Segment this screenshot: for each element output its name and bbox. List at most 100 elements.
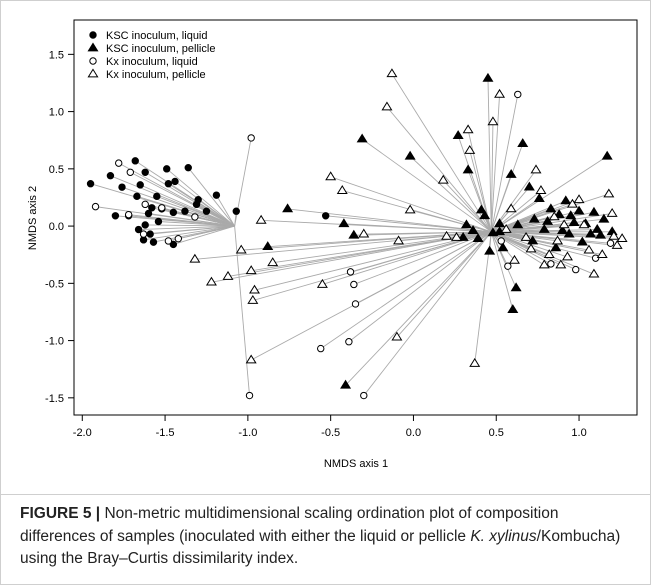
connector-line bbox=[320, 231, 492, 349]
y-tick-label: 0.5 bbox=[49, 164, 64, 176]
point-open-circle bbox=[164, 237, 173, 245]
caption-taxon: K. xylinus bbox=[470, 527, 537, 545]
data-points bbox=[86, 68, 628, 400]
point-open-triangle bbox=[487, 116, 499, 126]
connector-line bbox=[490, 231, 514, 310]
connector-line bbox=[363, 231, 492, 396]
legend-marker-filled-circle bbox=[89, 31, 97, 39]
point-open-circle bbox=[350, 280, 358, 289]
legend-label: KSC inoculum, liquid bbox=[106, 30, 208, 42]
point-filled-triangle bbox=[588, 206, 600, 216]
y-axis: 1.5 1.0 0.5 0.0 -0.5 -1.0 -1.5 bbox=[45, 49, 74, 405]
point-open-triangle bbox=[255, 214, 267, 224]
point-open-triangle bbox=[245, 265, 257, 275]
legend-marker-open-circle bbox=[89, 57, 97, 65]
point-filled-triangle bbox=[452, 130, 464, 139]
point-filled-triangle bbox=[556, 225, 568, 235]
point-filled-triangle bbox=[585, 228, 597, 238]
connector-line bbox=[250, 231, 492, 361]
point-open-triangle bbox=[616, 233, 628, 243]
point-filled-triangle bbox=[563, 228, 575, 238]
connector-line bbox=[491, 231, 562, 266]
point-filled-triangle bbox=[595, 229, 607, 239]
point-filled-circle bbox=[111, 212, 120, 220]
point-open-circle bbox=[346, 268, 355, 276]
connector-line bbox=[130, 171, 235, 227]
point-filled-circle bbox=[86, 180, 95, 188]
point-open-triangle bbox=[381, 101, 393, 111]
connector-line bbox=[491, 231, 552, 265]
point-filled-circle bbox=[131, 157, 139, 165]
point-filled-triangle bbox=[338, 218, 350, 228]
point-open-circle bbox=[606, 239, 615, 247]
point-filled-triangle bbox=[553, 209, 565, 218]
point-open-triangle bbox=[520, 231, 532, 241]
connector-line bbox=[168, 183, 235, 227]
point-open-triangle bbox=[386, 68, 398, 78]
connector-line bbox=[491, 231, 545, 266]
point-open-triangle bbox=[205, 276, 217, 286]
legend-marker-filled-triangle bbox=[87, 42, 99, 52]
point-open-triangle bbox=[596, 249, 608, 259]
connector-line bbox=[95, 206, 235, 227]
point-open-triangle bbox=[508, 254, 520, 264]
point-open-circle bbox=[351, 300, 360, 308]
point-filled-triangle bbox=[487, 227, 499, 237]
point-filled-circle bbox=[164, 180, 173, 188]
point-filled-triangle bbox=[484, 245, 496, 255]
point-open-triangle bbox=[404, 204, 416, 214]
connector-line bbox=[118, 162, 235, 227]
connector-line bbox=[490, 94, 519, 232]
point-filled-circle bbox=[232, 207, 240, 215]
point-filled-triangle bbox=[475, 204, 487, 214]
connector-line bbox=[156, 195, 235, 227]
point-filled-triangle bbox=[340, 379, 352, 389]
point-filled-circle bbox=[184, 163, 192, 172]
caption-text-1: Non-metric multidimensional scaling ordi… bbox=[20, 505, 559, 545]
point-filled-triangle bbox=[497, 242, 509, 252]
point-open-circle bbox=[126, 168, 135, 176]
point-open-triangle bbox=[247, 294, 259, 304]
figure-caption: FIGURE 5 | Non-metric multidimensional s… bbox=[20, 503, 635, 571]
nmds-chart: -2.0 -1.5 -1.0 -0.5 0.0 0.5 1.0 1.5 1.0 0.5 0.0 -0… bbox=[27, 19, 638, 470]
point-filled-triangle bbox=[510, 282, 522, 292]
point-open-circle bbox=[158, 204, 166, 212]
connector-line bbox=[211, 231, 492, 283]
point-filled-circle bbox=[202, 207, 211, 215]
x-tick-label: 1.0 bbox=[571, 427, 586, 439]
point-open-circle bbox=[497, 237, 505, 245]
point-filled-circle bbox=[153, 192, 161, 201]
y-tick-label: -1.5 bbox=[45, 393, 64, 405]
connector-line bbox=[261, 219, 492, 233]
point-filled-circle bbox=[149, 238, 158, 246]
connector-line bbox=[487, 78, 492, 232]
caption-text-2: /Kombucha) using the Bray–Curtis dissimi… bbox=[20, 527, 621, 568]
x-axis-label: NMDS axis 1 bbox=[324, 458, 388, 470]
point-filled-triangle bbox=[482, 72, 494, 82]
point-open-triangle bbox=[525, 243, 537, 253]
point-open-triangle bbox=[358, 228, 370, 238]
point-filled-triangle bbox=[462, 164, 474, 174]
connector-line bbox=[194, 216, 235, 227]
connector-line bbox=[140, 184, 235, 227]
y-tick-label: -0.5 bbox=[45, 278, 64, 290]
point-filled-triangle bbox=[457, 231, 469, 241]
point-filled-circle bbox=[321, 212, 330, 220]
point-open-circle bbox=[504, 262, 512, 270]
point-filled-circle bbox=[106, 172, 115, 180]
point-filled-triangle bbox=[545, 203, 557, 213]
y-tick-label: -1.0 bbox=[45, 336, 64, 348]
point-filled-triangle bbox=[479, 210, 491, 220]
point-open-circle bbox=[547, 260, 555, 268]
point-filled-circle bbox=[134, 225, 143, 234]
point-filled-circle bbox=[192, 200, 201, 209]
point-open-circle bbox=[514, 90, 522, 99]
point-open-circle bbox=[245, 391, 254, 400]
legend-marker-open-triangle bbox=[87, 68, 99, 78]
point-open-triangle bbox=[451, 231, 463, 241]
point-open-circle bbox=[317, 344, 325, 353]
legend-label: KSC inoculum, pellicle bbox=[106, 43, 215, 55]
connector-line bbox=[491, 216, 555, 233]
point-filled-circle bbox=[136, 181, 144, 189]
point-open-triangle bbox=[505, 203, 517, 213]
